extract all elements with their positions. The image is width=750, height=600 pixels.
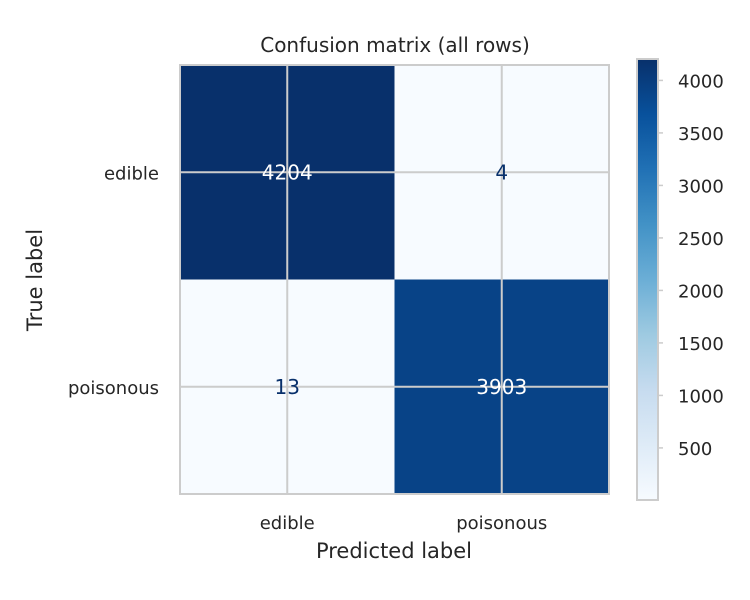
chart-title: Confusion matrix (all rows) <box>260 33 530 57</box>
colorbar-tick-label: 3000 <box>678 176 724 197</box>
y-axis-label: True label <box>23 229 47 332</box>
y-tick-label: edible <box>104 163 159 184</box>
colorbar-tick-label: 3500 <box>678 124 724 145</box>
cell-value-labels: 4204 4 13 3903 <box>262 160 527 399</box>
colorbar-tick-label: 2500 <box>678 229 724 250</box>
colorbar-tick-label: 1000 <box>678 386 724 407</box>
y-tick-label: poisonous <box>68 378 159 399</box>
heatmap-cells <box>180 65 610 495</box>
colorbar-tick-label: 500 <box>678 439 712 460</box>
colorbar <box>636 58 659 501</box>
x-tick-label: poisonous <box>456 513 547 534</box>
x-axis-label: Predicted label <box>316 539 472 563</box>
x-tick-label: edible <box>260 513 315 534</box>
cell-value-label: 4204 <box>262 160 313 184</box>
gridlines <box>180 65 609 494</box>
x-tick-labels: edible poisonous <box>260 513 548 534</box>
plot-frame <box>179 64 610 495</box>
cell-value-label: 4 <box>495 160 508 184</box>
colorbar-tick-label: 1500 <box>678 334 724 355</box>
cell-value-label: 13 <box>275 375 300 399</box>
colorbar-tick-label: 2000 <box>678 281 724 302</box>
y-tick-labels: edible poisonous <box>68 163 159 399</box>
cell-value-label: 3903 <box>476 375 527 399</box>
colorbar-ticks: 500 1000 1500 2000 2500 3000 3500 4000 <box>658 71 724 460</box>
colorbar-tick-label: 4000 <box>678 71 724 92</box>
